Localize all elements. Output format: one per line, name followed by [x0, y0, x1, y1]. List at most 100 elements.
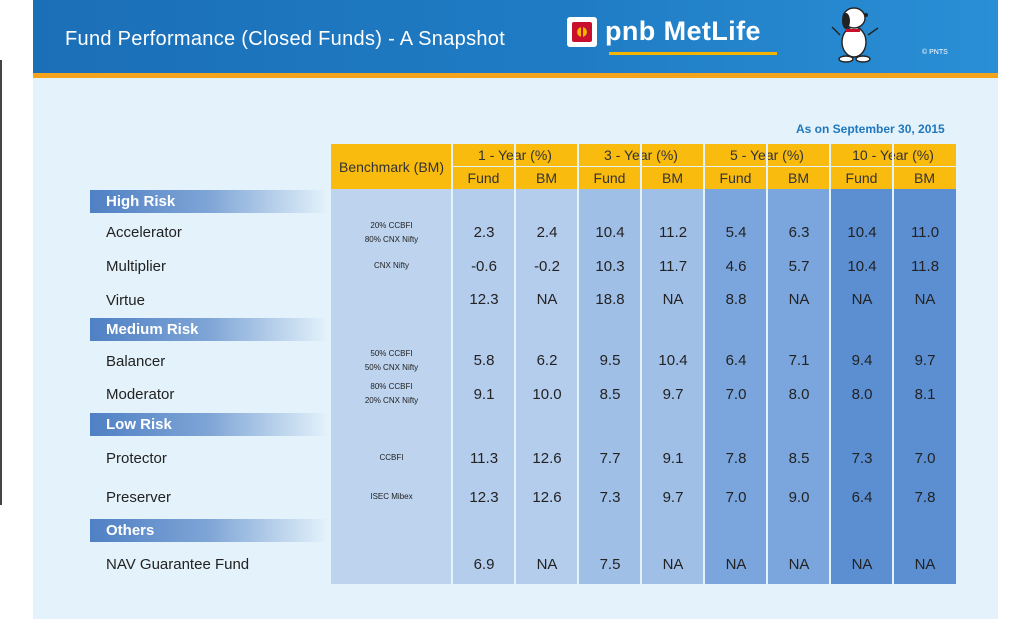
value-cell: 9.5	[599, 352, 621, 369]
sub-header-bm: BM	[893, 167, 956, 189]
sub-header-fund: Fund	[704, 167, 767, 189]
value-cell: NA	[536, 291, 558, 308]
category-label: High Risk	[90, 190, 328, 213]
value-cell: 10.3	[595, 258, 625, 275]
copyright-note: © PNTS	[922, 49, 948, 56]
value-cell: NA	[914, 291, 936, 308]
value-cell: 10.4	[595, 224, 625, 241]
value-cell: NA	[788, 556, 810, 573]
column-divider	[640, 144, 642, 584]
brand-name: pnb MetLife	[605, 16, 761, 46]
value-cell: 9.4	[851, 352, 873, 369]
sub-header-bm: BM	[515, 167, 578, 189]
value-cell: 6.2	[536, 352, 558, 369]
value-cell: 7.0	[725, 489, 747, 506]
value-cell: 6.9	[473, 556, 495, 573]
column-divider	[451, 144, 453, 584]
value-cell: 12.6	[532, 450, 562, 467]
pnb-logo-icon	[567, 16, 597, 47]
value-cell: 10.4	[847, 258, 877, 275]
category-label: Others	[90, 519, 328, 542]
value-cell: 11.0	[910, 224, 940, 241]
fund-name: Virtue	[106, 292, 145, 309]
benchmark-text: 20% CCBFI 80% CNX Nifty	[364, 221, 419, 244]
column-divider	[703, 144, 705, 584]
category-label: Medium Risk	[90, 318, 328, 341]
column-divider	[766, 144, 768, 584]
page-title: Fund Performance (Closed Funds) - A Snap…	[65, 28, 506, 50]
sub-header-fund: Fund	[578, 167, 641, 189]
value-cell: 10.4	[847, 224, 877, 241]
value-cell: NA	[536, 556, 558, 573]
fund-name: Protector	[106, 450, 167, 467]
benchmark-text: ISEC Mibex	[370, 492, 413, 501]
value-cell: 12.3	[469, 489, 499, 506]
value-cell: 11.8	[910, 258, 940, 275]
value-cell: 12.6	[532, 489, 562, 506]
value-cell: 10.4	[658, 352, 688, 369]
value-cell: 7.3	[599, 489, 621, 506]
value-cell: 6.3	[788, 224, 810, 241]
fund-name: Multiplier	[106, 258, 167, 275]
value-cell: NA	[851, 291, 873, 308]
benchmark-header: Benchmark (BM)	[331, 144, 452, 189]
value-cell: 7.8	[725, 450, 747, 467]
fund-name: Moderator	[106, 386, 175, 403]
sub-header-bm: BM	[767, 167, 830, 189]
fund-name: Preserver	[106, 489, 172, 506]
value-cell: 9.1	[473, 386, 495, 403]
value-cell: 7.3	[851, 450, 873, 467]
value-cell: 5.8	[473, 352, 495, 369]
value-cell: 7.1	[788, 352, 810, 369]
value-cell: 8.0	[788, 386, 810, 403]
sub-header-fund: Fund	[830, 167, 893, 189]
benchmark-column	[331, 189, 452, 584]
value-cell: NA	[851, 556, 873, 573]
value-cell: 8.8	[725, 291, 747, 308]
snoopy-mascot-icon	[831, 7, 879, 63]
value-cell: -0.2	[534, 258, 560, 275]
sub-header-bm: BM	[641, 167, 704, 189]
column-divider	[514, 144, 516, 584]
brand-underline	[609, 52, 777, 55]
brand-logo: pnb MetLife	[567, 16, 761, 47]
fund-name: NAV Guarantee Fund	[106, 556, 250, 573]
benchmark-text: 80% CCBFI 20% CNX Nifty	[364, 382, 419, 405]
fund-name: Balancer	[106, 353, 166, 370]
value-cell: 18.8	[595, 291, 625, 308]
value-cell: NA	[788, 291, 810, 308]
left-edge-line	[0, 60, 2, 505]
value-cell: 6.4	[851, 489, 873, 506]
value-cell: 9.1	[662, 450, 684, 467]
value-cell: 8.5	[788, 450, 810, 467]
value-cell: 7.7	[599, 450, 621, 467]
column-divider	[829, 144, 831, 584]
category-label: Low Risk	[90, 413, 328, 436]
value-cell: NA	[914, 556, 936, 573]
value-cell: 9.7	[662, 489, 684, 506]
value-cell: 11.3	[469, 450, 499, 467]
value-cell: 8.0	[851, 386, 873, 403]
value-cell: 8.5	[599, 386, 621, 403]
benchmark-text: CCBFI	[379, 453, 404, 462]
value-cell: 5.4	[725, 224, 747, 241]
value-cell: 9.0	[788, 489, 810, 506]
benchmark-text: 50% CCBFI 50% CNX Nifty	[364, 349, 419, 372]
value-cell: 11.2	[658, 224, 688, 241]
fund-name: Accelerator	[106, 224, 182, 241]
value-cell: 2.3	[473, 224, 495, 241]
value-cell: 5.7	[788, 258, 810, 275]
value-cell: 7.0	[914, 450, 936, 467]
column-divider	[577, 144, 579, 584]
benchmark-text: CNX Nifty	[373, 261, 410, 270]
column-divider	[892, 144, 894, 584]
sub-header-fund: Fund	[452, 167, 515, 189]
value-cell: 6.4	[725, 352, 747, 369]
value-cell: -0.6	[471, 258, 497, 275]
title-banner: Fund Performance (Closed Funds) - A Snap…	[33, 0, 998, 73]
value-cell: 11.7	[658, 258, 688, 275]
value-cell: 8.1	[914, 386, 936, 403]
value-cell: 2.4	[536, 224, 558, 241]
accent-bar	[33, 73, 998, 78]
value-cell: 7.0	[725, 386, 747, 403]
